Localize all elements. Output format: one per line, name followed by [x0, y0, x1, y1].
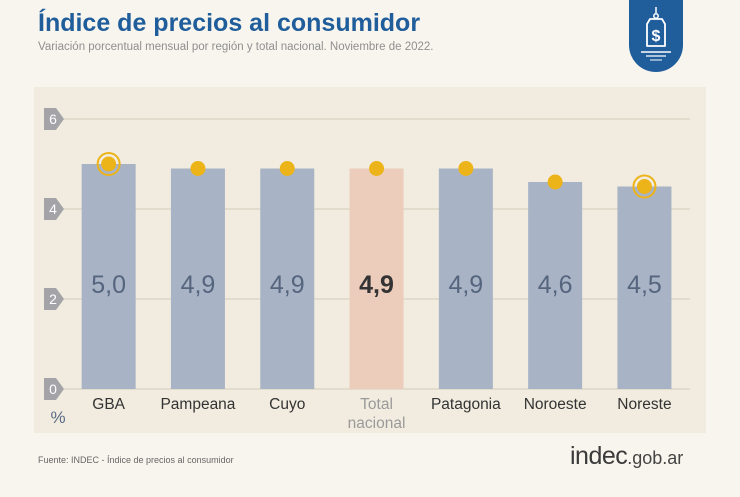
indec-logo: indec.gob.ar [570, 442, 683, 471]
chart-panel: 0 2 4 6% 5,0 GBA 4,9 Pampeana 4,9 Cuyo 4,9 Total nac… [34, 87, 706, 433]
bar-chart: 0 2 4 6% 5,0 GBA 4,9 Pampeana 4,9 Cuyo 4,9 Total nac… [44, 108, 690, 432]
category-label-4: Patagonia [431, 396, 501, 413]
svg-text:$: $ [652, 28, 661, 45]
brand-main: indec [570, 442, 628, 470]
y-tick-badge-2 [44, 288, 64, 310]
chart-subtitle: Variación porcentual mensual por región … [38, 41, 434, 53]
y-tick-badge-4 [44, 198, 64, 220]
category-label-2: Cuyo [269, 396, 305, 413]
y-tick-label-0: 0 [49, 381, 57, 397]
category-label-3-line-0: Total [360, 396, 393, 413]
indec-price-badge: $ [629, 0, 683, 72]
marker-0 [101, 156, 117, 172]
value-label-4: 4,9 [448, 271, 483, 299]
category-label-6: Noreste [617, 396, 671, 413]
marker-2 [279, 161, 295, 176]
price-tag-dollar-icon: $ [641, 7, 671, 61]
y-tick-label-4: 4 [49, 201, 57, 217]
value-label-3: 4,9 [359, 271, 394, 299]
bar-6 [617, 186, 672, 389]
bar-5 [528, 182, 583, 389]
bar-3 [349, 168, 404, 389]
marker-4 [458, 161, 474, 176]
bar-0 [81, 164, 136, 389]
bar-2 [260, 168, 315, 389]
value-label-2: 4,9 [270, 271, 305, 299]
y-tick-badge-6 [44, 108, 64, 130]
chart-title: Índice de precios al consumidor [38, 9, 421, 37]
category-label-3-line-1: nacional [348, 415, 406, 432]
y-axis-unit: % [50, 408, 65, 427]
category-label-5: Noroeste [524, 396, 587, 413]
marker-ring-6 [632, 174, 657, 199]
marker-6 [636, 179, 652, 194]
y-tick-label-2: 2 [49, 291, 57, 307]
value-label-1: 4,9 [181, 271, 216, 299]
y-tick-badge-0 [44, 378, 64, 400]
bar-1 [170, 168, 225, 389]
value-label-6: 4,5 [627, 271, 662, 299]
marker-3 [369, 161, 385, 176]
source-note: Fuente: INDEC - Índice de precios al con… [38, 455, 234, 465]
category-label-1: Pampeana [160, 396, 235, 413]
marker-ring-0 [96, 152, 121, 176]
category-label-0: GBA [92, 396, 125, 413]
value-label-0: 5,0 [91, 271, 126, 299]
brand-suffix: .gob.ar [627, 448, 684, 468]
marker-5 [547, 174, 563, 190]
y-tick-label-6: 6 [49, 111, 57, 127]
value-label-5: 4,6 [538, 271, 573, 299]
bar-4 [438, 168, 493, 389]
marker-1 [190, 161, 206, 176]
